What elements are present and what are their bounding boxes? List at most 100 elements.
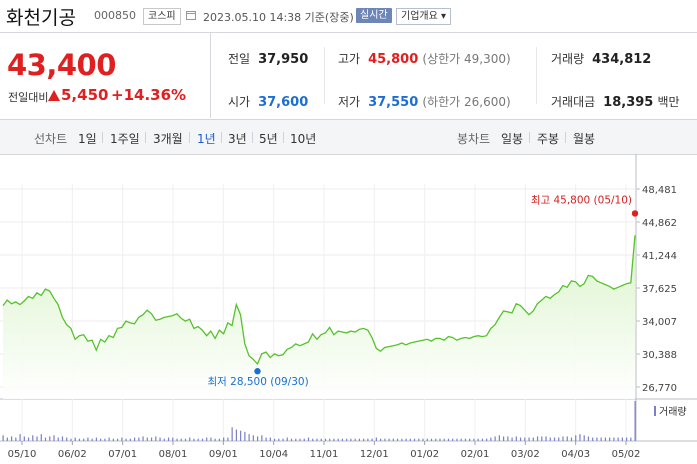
volume-bar: [95, 437, 98, 441]
divider: [252, 132, 253, 143]
volume-bar: [443, 438, 445, 441]
y-tick-label: 26,770: [642, 383, 677, 394]
candle-monthly[interactable]: 월봉: [573, 132, 596, 146]
volume-bar: [626, 437, 628, 441]
volume-bar: [36, 436, 38, 441]
volume-bar: [515, 436, 517, 441]
x-tick-label: 10/04: [259, 449, 288, 460]
x-tick-label: 12/01: [360, 449, 389, 460]
volume-bar: [460, 438, 462, 441]
volume-bar: [83, 438, 85, 441]
volume-bar: [32, 435, 34, 441]
x-tick-label: 04/03: [561, 449, 590, 460]
low-value: 37,550: [368, 95, 419, 110]
divider: [102, 132, 103, 143]
volume-bar: [384, 438, 386, 441]
volume-bar: [91, 438, 93, 441]
volume-bar: [303, 438, 305, 441]
price-change: 5,450: [61, 86, 109, 104]
y-tick-label: 48,481: [642, 185, 677, 196]
volume-bar: [337, 438, 339, 441]
up-arrow-icon: [48, 90, 60, 101]
trade-value-unit: 백만: [657, 95, 680, 109]
volume-bar: [579, 434, 581, 441]
volume-label: 거래량: [551, 52, 585, 66]
volume-bar: [422, 438, 424, 441]
volume-bar: [528, 437, 530, 441]
volume-bar: [600, 437, 602, 441]
upper-limit: (상한가 49,300): [422, 52, 511, 66]
volume-bar: [129, 438, 131, 441]
divider: [221, 132, 222, 143]
volume-bar: [278, 438, 280, 441]
volume-bar: [609, 437, 611, 441]
company-overview-button[interactable]: 기업개요 ▾: [396, 8, 451, 25]
volume-bar: [481, 438, 484, 441]
volume-bar: [227, 437, 229, 441]
period-3m[interactable]: 3개월: [153, 132, 183, 146]
candle-weekly[interactable]: 주봉: [537, 132, 560, 146]
volume-bar: [290, 438, 293, 441]
volume-bar: [133, 437, 136, 441]
x-tick-label: 07/01: [108, 449, 137, 460]
y-tick-label: 44,862: [642, 218, 677, 229]
volume-bar: [553, 437, 556, 441]
volume-bar: [74, 437, 76, 441]
volume-bar: [150, 437, 153, 441]
price-chart[interactable]: 48,481 44,862 41,244 37,625 34,007 30,388 26,7…: [0, 154, 697, 464]
volume-bar: [210, 437, 212, 441]
volume-bar: [566, 436, 568, 441]
volume-bar: [138, 437, 140, 441]
divider: [189, 132, 190, 143]
volume-bar: [112, 438, 114, 441]
volume-bar: [121, 437, 123, 441]
volume-bar: [532, 437, 534, 441]
high-price: 고가 45,800 (상한가 49,300): [338, 50, 511, 67]
volume-bar: [78, 438, 81, 441]
volume-bar: [248, 434, 250, 441]
volume-bar: [44, 437, 47, 441]
period-3y[interactable]: 3년: [228, 132, 247, 146]
calendar-icon: [186, 11, 196, 20]
divider: [565, 132, 566, 143]
volume-bar: [617, 437, 619, 441]
volume-bar: [146, 437, 148, 441]
volume-bar: [100, 438, 102, 441]
candle-daily[interactable]: 일봉: [501, 132, 524, 146]
volume-bar: [40, 434, 42, 441]
price-chart-svg: 48,481 44,862 41,244 37,625 34,007 30,388 26,7…: [0, 154, 697, 460]
prev-close: 전일 37,950: [228, 50, 308, 67]
volume-bar: [583, 435, 585, 441]
trade-value-value: 18,395: [603, 95, 654, 110]
x-tick-label: 05/02: [612, 449, 641, 460]
realtime-badge[interactable]: 실시간: [356, 8, 392, 23]
period-1d[interactable]: 1일: [78, 132, 97, 146]
volume-bar: [621, 437, 623, 441]
change-label: 전일대비: [8, 91, 49, 104]
volume-bar: [307, 437, 310, 441]
volume-bar: [435, 438, 437, 441]
volume-bar: [401, 438, 403, 441]
volume-bar: [333, 438, 335, 441]
period-1y[interactable]: 1년: [197, 132, 216, 146]
volume-value: 434,812: [592, 52, 652, 67]
volume-bar: [604, 437, 607, 441]
volume-bar: [541, 436, 543, 441]
stock-name: 화천기공: [6, 7, 76, 29]
volume-bar: [507, 436, 509, 441]
volume-legend-label: 거래량: [659, 406, 687, 418]
volume-bar: [61, 436, 64, 441]
x-tick-label: 06/02: [58, 449, 87, 460]
period-10y[interactable]: 10년: [290, 132, 317, 146]
x-tick-label: 01/02: [410, 449, 439, 460]
volume-bar: [367, 438, 369, 441]
min-label: 최저 28,500 (09/30): [207, 376, 308, 388]
volume-bar: [473, 438, 475, 441]
period-1w[interactable]: 1주일: [110, 132, 140, 146]
volume-bar: [261, 435, 263, 441]
price-area: [3, 235, 635, 399]
period-5y[interactable]: 5년: [259, 132, 278, 146]
volume-bar: [549, 437, 551, 441]
stock-header: 화천기공 000850 코스피 2023.05.10 14:38 기준(장중) …: [0, 0, 697, 33]
volume-bar: [346, 438, 348, 441]
